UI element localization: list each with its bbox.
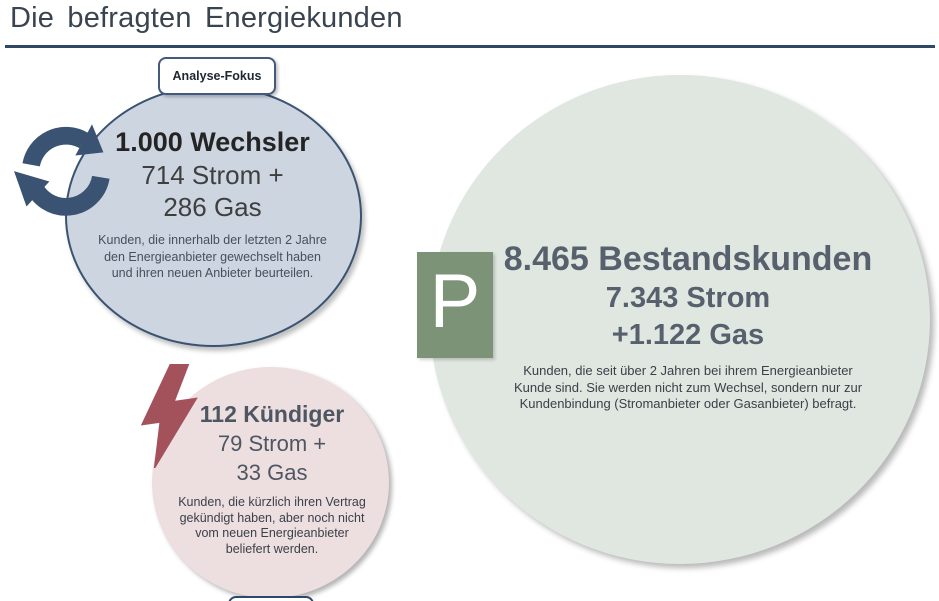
analyse-fokus-label: Analyse-Fokus <box>172 69 262 83</box>
kuendiger-text-block: 112 Kündiger 79 Strom + 33 Gas Kunden, d… <box>167 400 377 557</box>
bestandskunden-gas: +1.122 Gas <box>611 319 765 351</box>
lightning-bolt-icon <box>140 364 198 468</box>
p-letter-icon: P <box>417 252 493 358</box>
wechsler-title: 1.000 Wechsler <box>115 127 310 157</box>
refresh-arrows-icon <box>14 124 110 216</box>
kuendiger-strom: 79 Strom + <box>217 431 327 456</box>
bestandskunden-title: 8.465 Bestandskunden <box>503 240 873 278</box>
wechsler-circle <box>65 85 362 347</box>
wechsler-strom: 714 Strom + <box>141 160 284 190</box>
wechsler-text-block: 1.000 Wechsler 714 Strom + 286 Gas Kunde… <box>80 126 345 282</box>
page-title: Die befragten Energiekunden <box>10 2 403 34</box>
kuendiger-title: 112 Kündiger <box>199 401 345 427</box>
bestandskunden-description: Kunden, die seit über 2 Jahren bei ihrem… <box>513 363 863 411</box>
bestandskunden-text-block: 8.465 Bestandskunden 7.343 Strom +1.122 … <box>468 239 908 413</box>
wechsler-gas: 286 Gas <box>163 192 262 222</box>
p-letter: P <box>429 259 481 344</box>
bestandskunden-strom: 7.343 Strom <box>605 282 771 314</box>
title-underline <box>5 45 935 48</box>
kuendiger-gas: 33 Gas <box>236 460 308 485</box>
bestandskunden-circle <box>430 75 930 564</box>
analyse-fokus-badge: Analyse-Fokus <box>158 57 276 95</box>
kuendiger-description: Kunden, die kürzlich ihren Vertrag gekün… <box>178 495 366 556</box>
cutoff-badge-top <box>228 596 314 601</box>
wechsler-description: Kunden, die innerhalb der letzten 2 Jahr… <box>98 233 327 280</box>
